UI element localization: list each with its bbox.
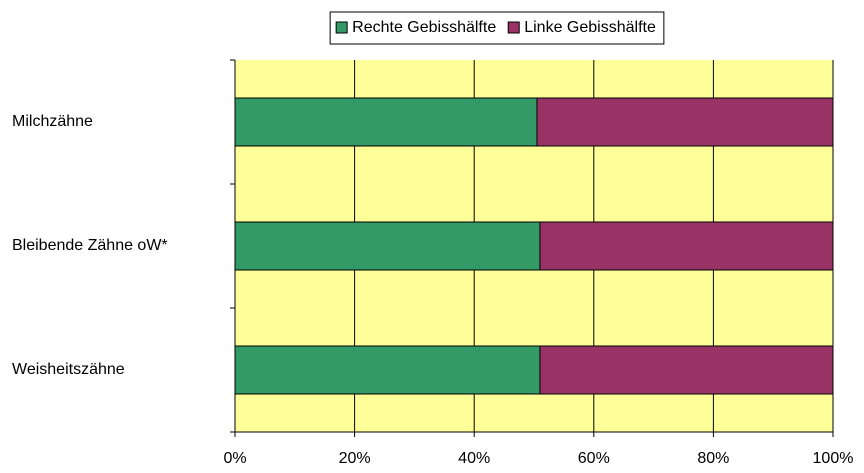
y-tick-label: Bleibende Zähne oW* [12, 237, 168, 254]
x-tick-label: 60% [578, 450, 610, 467]
x-tick-label: 40% [458, 450, 490, 467]
bar-segment [539, 221, 834, 271]
y-tick-label: Milchzähne [12, 113, 93, 130]
x-tick-label: 100% [813, 450, 854, 467]
legend: Rechte Gebisshälfte Linke Gebisshälfte [329, 11, 665, 45]
y-tick-label: Weisheitszähne [12, 361, 125, 378]
x-tick-label: 80% [697, 450, 729, 467]
x-tick-label: 0% [223, 450, 246, 467]
legend-swatch [507, 21, 520, 34]
x-tick-label: 20% [339, 450, 371, 467]
legend-swatch [335, 21, 348, 34]
bar-segment [539, 345, 834, 395]
legend-label: Rechte Gebisshälfte [352, 19, 496, 36]
legend-box [329, 11, 665, 45]
legend-label: Linke Gebisshälfte [524, 19, 656, 36]
bar-segment [234, 345, 541, 395]
bar-segment [536, 97, 834, 147]
bar-segment [234, 97, 538, 147]
bar-segment [234, 221, 541, 271]
